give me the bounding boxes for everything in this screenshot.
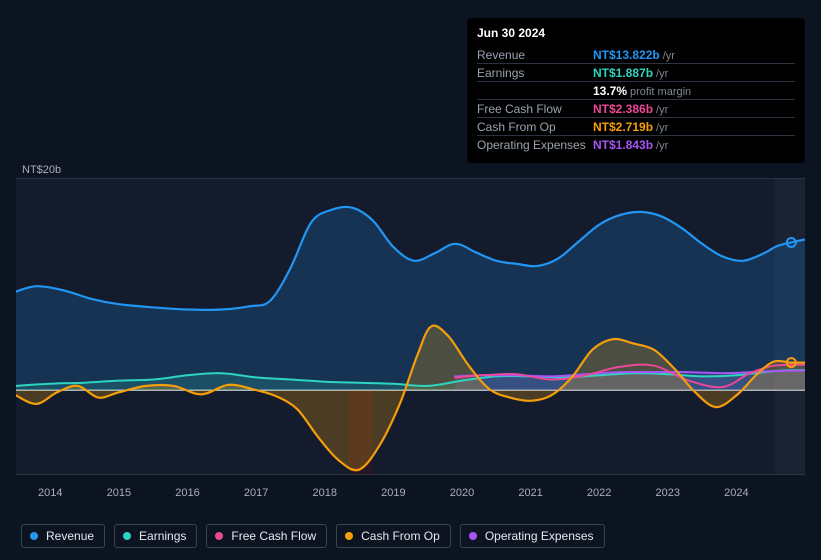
x-axis-label: 2018 [312, 487, 336, 499]
tooltip-row: EarningsNT$1.887b/yr [477, 63, 795, 81]
x-axis-label: 2019 [381, 487, 405, 499]
legend-dot-icon [215, 532, 223, 540]
x-axis-label: 2014 [38, 487, 62, 499]
tooltip-row: 13.7%profit margin [477, 81, 795, 99]
tooltip-row-value: NT$1.887b/yr [593, 66, 795, 80]
tooltip-row-label: Free Cash Flow [477, 102, 593, 116]
x-axis-label: 2016 [175, 487, 199, 499]
financial-chart [16, 178, 805, 475]
legend-item-label: Cash From Op [361, 529, 440, 543]
x-axis-label: 2023 [656, 487, 680, 499]
legend-item-earnings[interactable]: Earnings [114, 524, 197, 548]
tooltip-row-label: Operating Expenses [477, 138, 593, 152]
x-axis-label: 2017 [244, 487, 268, 499]
tooltip-row-label [477, 84, 593, 98]
legend-item-fcf[interactable]: Free Cash Flow [206, 524, 327, 548]
x-axis-label: 2024 [724, 487, 748, 499]
legend-dot-icon [123, 532, 131, 540]
tooltip-row-value: NT$13.822b/yr [593, 48, 795, 62]
legend-item-label: Earnings [139, 529, 186, 543]
legend-item-label: Operating Expenses [485, 529, 594, 543]
y-axis-label: NT$20b [22, 164, 61, 176]
legend-item-revenue[interactable]: Revenue [21, 524, 105, 548]
tooltip-row: Cash From OpNT$2.719b/yr [477, 117, 795, 135]
legend-dot-icon [30, 532, 38, 540]
x-axis-label: 2015 [107, 487, 131, 499]
x-axis-label: 2021 [518, 487, 542, 499]
tooltip-row: Free Cash FlowNT$2.386b/yr [477, 99, 795, 117]
tooltip-row-value: NT$1.843b/yr [593, 138, 795, 152]
x-axis-label: 2020 [450, 487, 474, 499]
tooltip-card: Jun 30 2024 RevenueNT$13.822b/yrEarnings… [467, 18, 805, 163]
tooltip-row: Operating ExpensesNT$1.843b/yr [477, 135, 795, 153]
legend-dot-icon [469, 532, 477, 540]
legend-dot-icon [345, 532, 353, 540]
x-axis-label: 2022 [587, 487, 611, 499]
tooltip-row-label: Revenue [477, 48, 593, 62]
tooltip-date: Jun 30 2024 [477, 26, 795, 40]
legend-item-opex[interactable]: Operating Expenses [460, 524, 605, 548]
tooltip-row-value: 13.7%profit margin [593, 84, 795, 98]
legend-item-label: Revenue [46, 529, 94, 543]
tooltip-row-label: Earnings [477, 66, 593, 80]
tooltip-row-value: NT$2.386b/yr [593, 102, 795, 116]
legend-item-cfo[interactable]: Cash From Op [336, 524, 451, 548]
tooltip-row-label: Cash From Op [477, 120, 593, 134]
legend-bar: Revenue Earnings Free Cash Flow Cash From O… [21, 524, 605, 548]
tooltip-row: RevenueNT$13.822b/yr [477, 46, 795, 63]
tooltip-row-value: NT$2.719b/yr [593, 120, 795, 134]
legend-item-label: Free Cash Flow [231, 529, 316, 543]
